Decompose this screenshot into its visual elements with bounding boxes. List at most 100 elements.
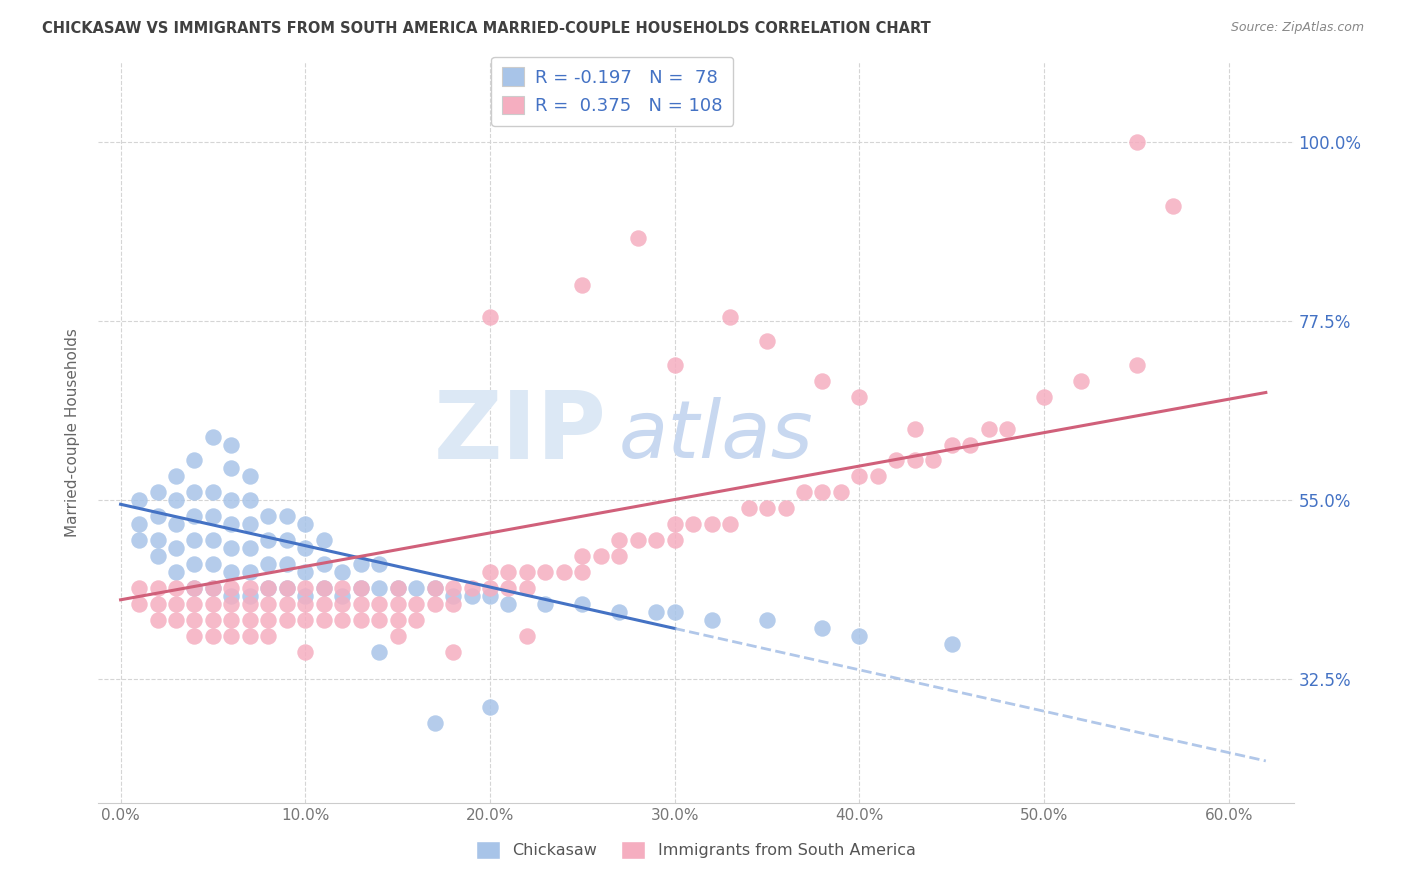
Point bbox=[312, 557, 335, 571]
Text: Source: ZipAtlas.com: Source: ZipAtlas.com bbox=[1230, 21, 1364, 34]
Point bbox=[257, 597, 280, 611]
Point bbox=[460, 589, 482, 603]
Point bbox=[239, 541, 262, 555]
Point bbox=[423, 581, 446, 595]
Point bbox=[165, 469, 187, 483]
Point bbox=[571, 597, 593, 611]
Point bbox=[165, 597, 187, 611]
Point bbox=[441, 581, 464, 595]
Point bbox=[959, 437, 981, 451]
Point bbox=[183, 613, 205, 627]
Point bbox=[607, 549, 630, 563]
Point bbox=[239, 589, 262, 603]
Point bbox=[128, 581, 150, 595]
Point bbox=[183, 629, 205, 643]
Point bbox=[276, 533, 298, 547]
Point bbox=[239, 469, 262, 483]
Point bbox=[330, 581, 353, 595]
Point bbox=[350, 581, 373, 595]
Point bbox=[294, 565, 316, 579]
Point bbox=[183, 533, 205, 547]
Point bbox=[350, 613, 373, 627]
Point bbox=[239, 597, 262, 611]
Point bbox=[165, 565, 187, 579]
Point bbox=[294, 589, 316, 603]
Point bbox=[201, 597, 224, 611]
Point bbox=[221, 437, 243, 451]
Point bbox=[146, 613, 169, 627]
Point bbox=[276, 581, 298, 595]
Point bbox=[221, 541, 243, 555]
Point bbox=[183, 509, 205, 524]
Point bbox=[312, 581, 335, 595]
Point bbox=[239, 517, 262, 532]
Point bbox=[330, 565, 353, 579]
Text: CHICKASAW VS IMMIGRANTS FROM SOUTH AMERICA MARRIED-COUPLE HOUSEHOLDS CORRELATION: CHICKASAW VS IMMIGRANTS FROM SOUTH AMERI… bbox=[42, 21, 931, 36]
Point bbox=[423, 581, 446, 595]
Point bbox=[571, 549, 593, 563]
Point bbox=[165, 493, 187, 508]
Point bbox=[350, 597, 373, 611]
Point bbox=[368, 557, 391, 571]
Point bbox=[441, 589, 464, 603]
Point bbox=[479, 565, 502, 579]
Point bbox=[294, 613, 316, 627]
Point bbox=[516, 629, 538, 643]
Point bbox=[221, 613, 243, 627]
Point bbox=[146, 509, 169, 524]
Point bbox=[257, 581, 280, 595]
Point bbox=[221, 597, 243, 611]
Point bbox=[848, 469, 870, 483]
Point bbox=[405, 597, 427, 611]
Point bbox=[811, 485, 834, 500]
Text: ZIP: ZIP bbox=[433, 386, 606, 479]
Point bbox=[276, 613, 298, 627]
Point bbox=[221, 461, 243, 475]
Point bbox=[830, 485, 852, 500]
Point bbox=[1163, 199, 1185, 213]
Point bbox=[941, 437, 963, 451]
Point bbox=[664, 605, 686, 619]
Point bbox=[387, 613, 409, 627]
Point bbox=[201, 485, 224, 500]
Point bbox=[534, 597, 557, 611]
Point bbox=[257, 533, 280, 547]
Point bbox=[368, 597, 391, 611]
Point bbox=[718, 517, 741, 532]
Point bbox=[221, 581, 243, 595]
Point bbox=[350, 557, 373, 571]
Point bbox=[276, 597, 298, 611]
Point bbox=[239, 581, 262, 595]
Point bbox=[201, 581, 224, 595]
Point bbox=[571, 565, 593, 579]
Point bbox=[664, 358, 686, 372]
Point bbox=[221, 629, 243, 643]
Point bbox=[201, 629, 224, 643]
Point bbox=[368, 581, 391, 595]
Point bbox=[682, 517, 704, 532]
Point bbox=[128, 517, 150, 532]
Text: atlas: atlas bbox=[619, 397, 813, 475]
Point bbox=[201, 613, 224, 627]
Point bbox=[294, 644, 316, 658]
Point bbox=[479, 581, 502, 595]
Point bbox=[627, 230, 650, 244]
Point bbox=[922, 453, 945, 467]
Point bbox=[866, 469, 889, 483]
Point bbox=[257, 613, 280, 627]
Point bbox=[201, 429, 224, 443]
Point bbox=[405, 613, 427, 627]
Point bbox=[516, 581, 538, 595]
Point bbox=[221, 517, 243, 532]
Point bbox=[664, 517, 686, 532]
Point bbox=[387, 581, 409, 595]
Point bbox=[1125, 358, 1147, 372]
Point bbox=[775, 501, 797, 516]
Point bbox=[607, 605, 630, 619]
Point bbox=[811, 374, 834, 388]
Point bbox=[516, 565, 538, 579]
Point bbox=[201, 509, 224, 524]
Point bbox=[441, 644, 464, 658]
Point bbox=[498, 565, 520, 579]
Point bbox=[257, 557, 280, 571]
